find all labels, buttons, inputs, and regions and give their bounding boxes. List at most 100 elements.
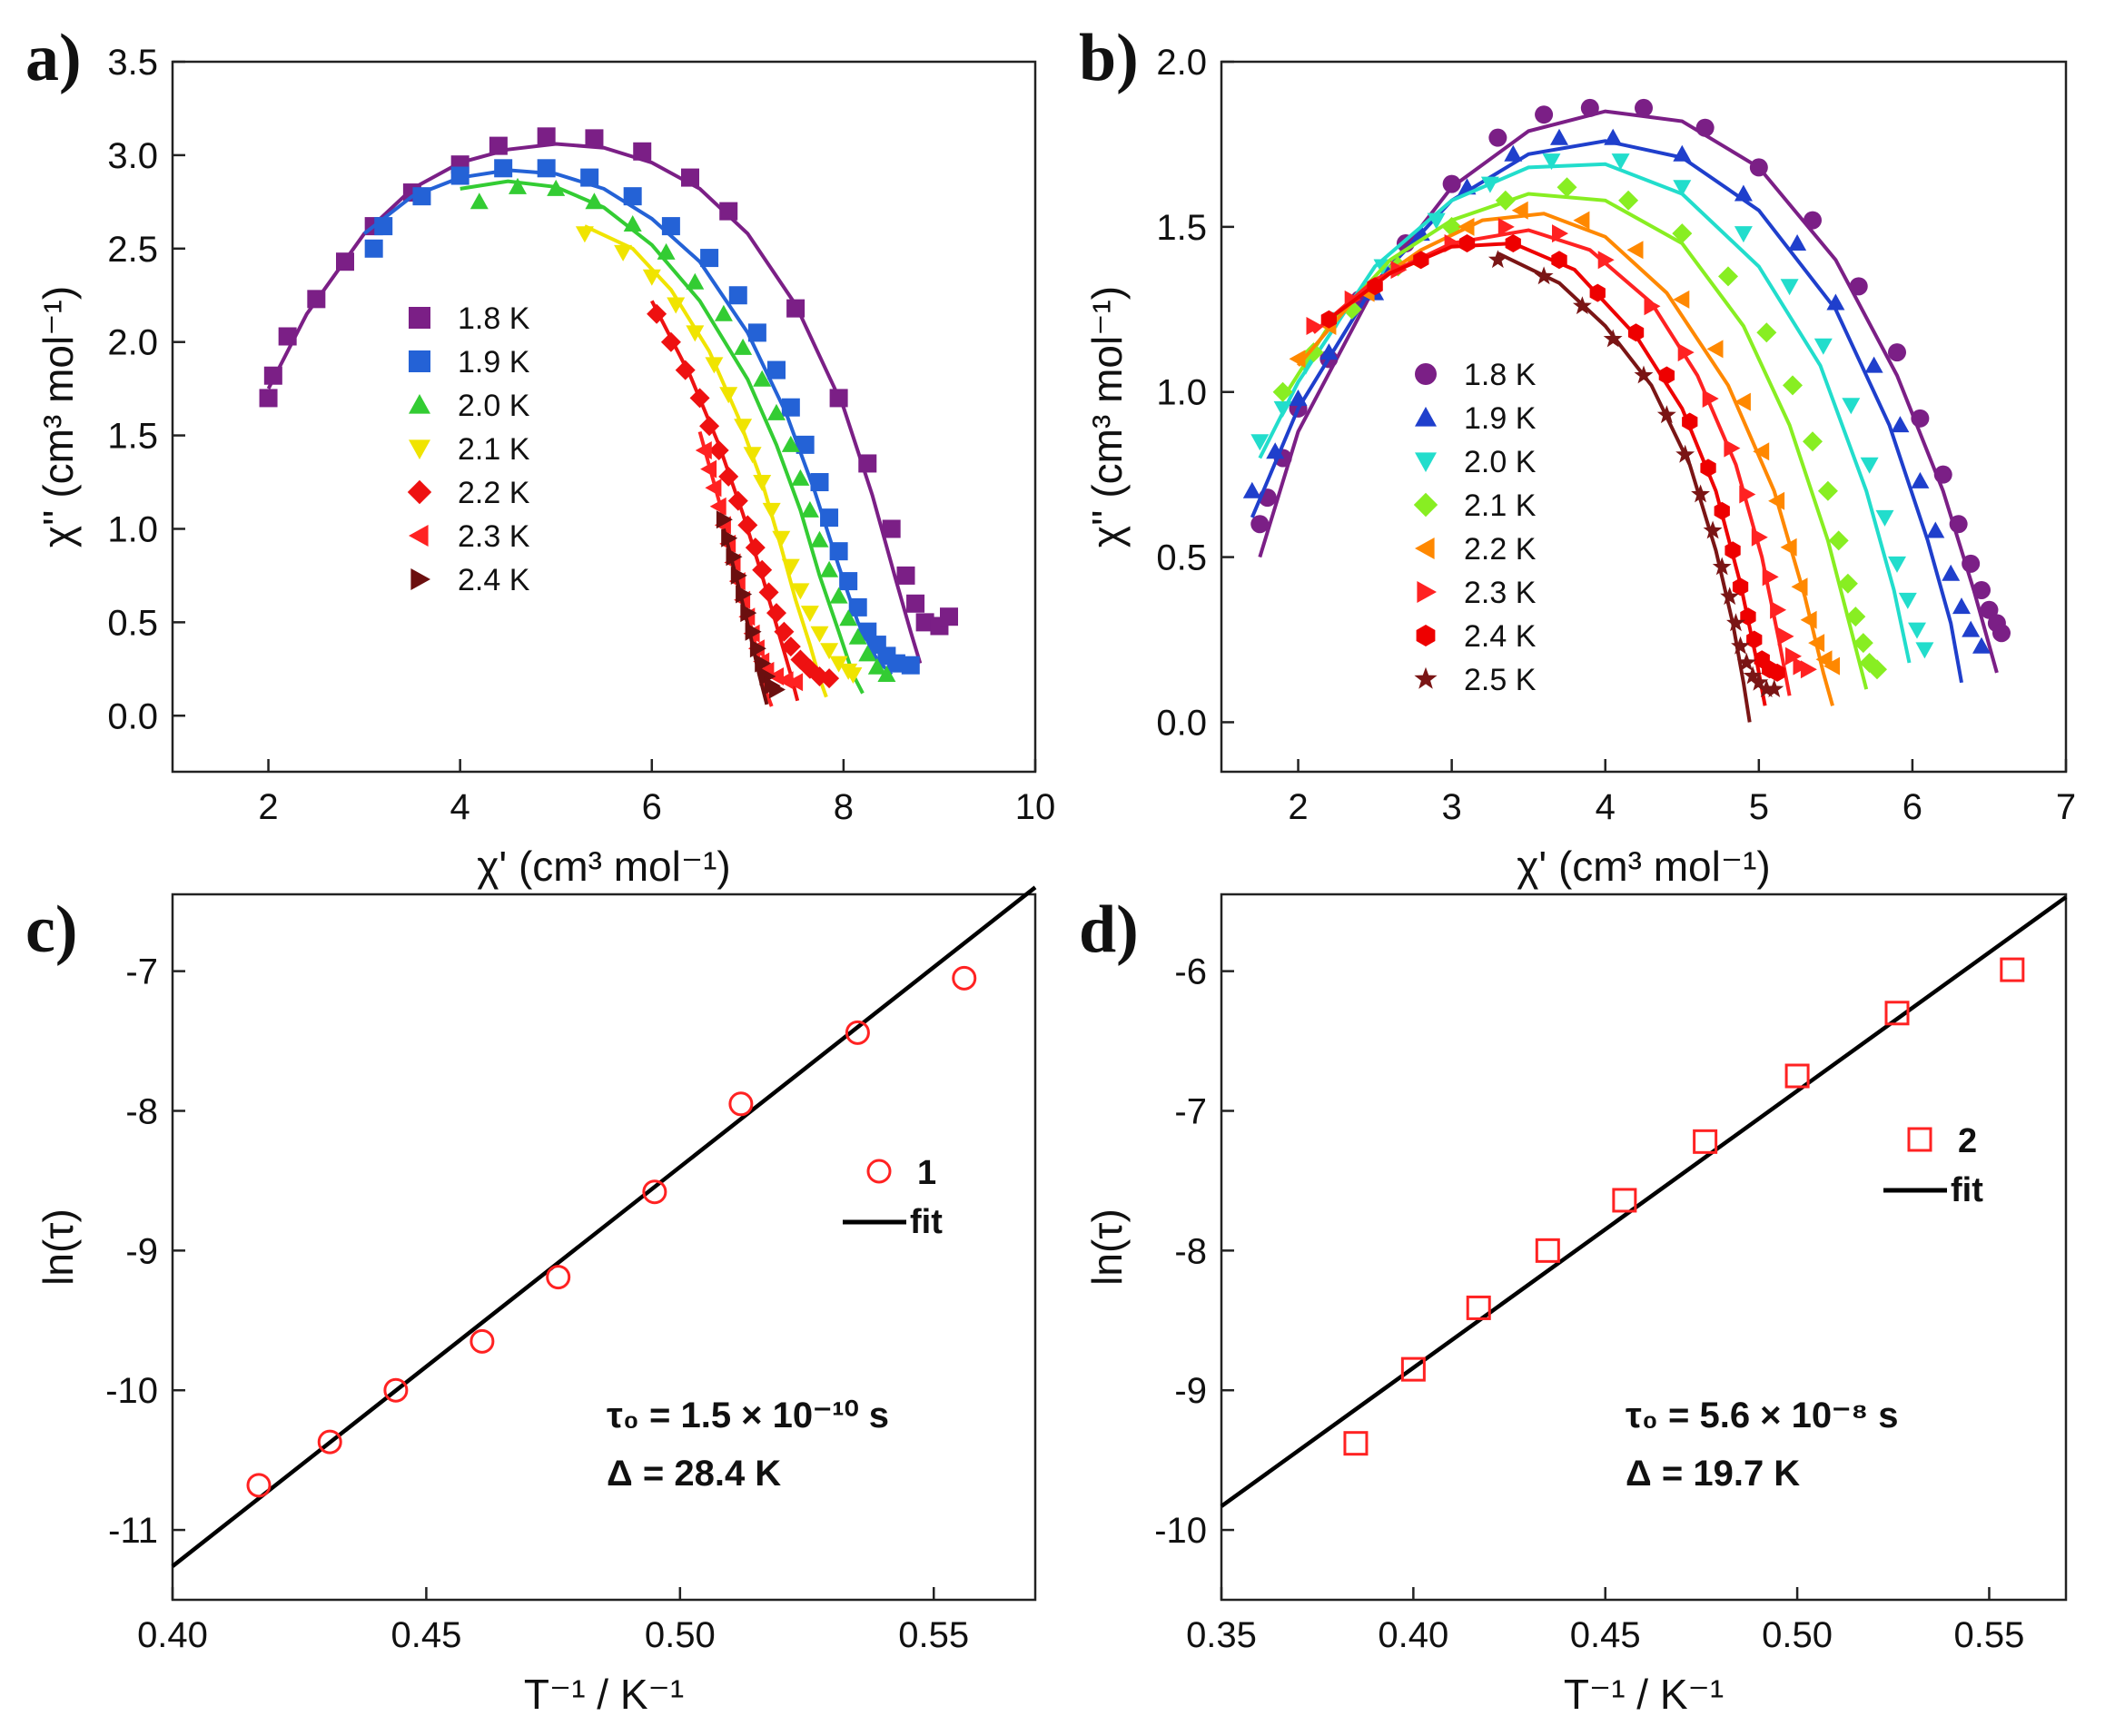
panel-a-data-point <box>727 490 748 511</box>
panel-a-data-point <box>791 583 810 600</box>
panel-b-data-point <box>1980 600 1999 619</box>
panel-b-data-point <box>1739 485 1756 504</box>
panel-b-data-point <box>1550 128 1568 145</box>
panel-b-data-point <box>1714 501 1730 520</box>
panel-b-data-point <box>1826 293 1845 311</box>
panel-label-c: c) <box>25 893 78 967</box>
panel-b-legend-marker <box>1415 452 1437 472</box>
panel-a-data-point <box>745 622 762 641</box>
panel-a-data-point <box>810 530 829 547</box>
panel-d-data-point <box>1884 1001 1910 1026</box>
panel-c-x-tick-label: 0.40 <box>137 1615 208 1655</box>
panel-a-data-point <box>585 192 604 210</box>
panel-a-data-point <box>800 500 819 518</box>
panel-b-series-5 <box>1306 217 1817 696</box>
panel-d-plot-frame <box>1220 893 2068 1602</box>
panel-c-y-tick-label: -9 <box>125 1231 158 1271</box>
panel-b-data-point <box>1770 600 1787 619</box>
panel-a-data-point <box>667 297 686 314</box>
panel-a-data-point <box>699 416 720 437</box>
panel-b-data-point <box>1250 515 1270 534</box>
panel-b-data-point <box>1949 515 1968 534</box>
panel-d-data-point <box>1400 1356 1426 1382</box>
panel-b-data-point <box>1691 484 1710 503</box>
panel-a-data-point <box>660 331 681 352</box>
panel-a-data-point <box>740 604 757 623</box>
panel-b-data-point <box>1703 520 1723 539</box>
panel-a-data-point <box>877 666 896 682</box>
panel-a-data-point <box>780 636 801 657</box>
panel-b-data-point <box>1853 633 1873 654</box>
panel-b-data-point <box>1557 177 1577 198</box>
panel-b-data-point <box>1756 322 1777 343</box>
panel-b-data-point <box>1572 296 1592 315</box>
panel-a-data-point <box>695 441 712 459</box>
panel-a-data-point <box>537 159 556 178</box>
panel-b-legend-marker <box>1416 625 1436 646</box>
panel-b-data-point <box>1753 442 1770 461</box>
panel-a-data-point <box>755 654 772 673</box>
panel-a-y-tick-label: 2.5 <box>107 230 158 270</box>
panel-d-data-point <box>1535 1238 1560 1263</box>
panel-a-data-point <box>686 272 705 290</box>
panel-a-legend-marker <box>409 439 430 459</box>
panel-b-data-point <box>1272 381 1293 402</box>
panel-a-data-point <box>675 360 696 380</box>
panel-d-tau-annotation: τ₀ = 5.6 × 10⁻⁸ s <box>1626 1396 1899 1435</box>
panel-b-data-point <box>1604 128 1623 145</box>
panel-c-x-tick-label: 0.45 <box>390 1615 461 1655</box>
panel-a-data-point <box>906 594 925 613</box>
panel-a-data-point <box>829 656 848 673</box>
panel-a-data-point <box>867 657 886 675</box>
panel-a-legend-label: 2.2 K <box>458 476 530 510</box>
panel-b-data-point <box>1495 190 1516 211</box>
panel-a-data-point <box>633 142 652 161</box>
panel-b-x-tick-label: 5 <box>1749 787 1769 827</box>
panel-c-legend-fit-label: fit <box>910 1203 943 1241</box>
panel-c-data-point <box>845 1020 870 1045</box>
panel-b-data-point <box>1672 223 1693 244</box>
panel-b-data-point <box>1911 471 1930 488</box>
panel-d-data-point <box>1343 1431 1369 1456</box>
panel-b-data-point <box>1777 626 1794 646</box>
panel-b-data-point <box>1888 556 1906 573</box>
panel-a-legend-label: 2.1 K <box>458 432 530 467</box>
panel-a-data-point <box>762 502 781 519</box>
panel-b-data-point <box>1764 679 1784 697</box>
panel-a-legend-marker <box>409 350 430 372</box>
panel-d-data-point <box>2000 957 2025 982</box>
panel-b-data-point <box>1627 323 1645 342</box>
panel-b-data-point <box>1762 567 1779 587</box>
panel-b-data-point <box>1732 577 1749 597</box>
panel-b-data-point <box>1511 201 1528 220</box>
panel-a-data-point <box>681 168 699 187</box>
panel-b-data-point <box>1319 343 1339 360</box>
panel-a-data-point <box>820 508 839 528</box>
panel-a-data-point <box>766 603 786 624</box>
panel-d-x-axis-title: T⁻¹ / K⁻¹ <box>1564 1671 1724 1718</box>
panel-b-data-point <box>1634 365 1654 384</box>
panel-a-legend-label: 2.4 K <box>458 563 530 597</box>
panel-d-y-tick-label: -9 <box>1174 1371 1207 1411</box>
panel-b-data-point <box>1962 620 1981 637</box>
panel-b-data-point <box>1888 343 1906 362</box>
panel-b-series-4 <box>1289 201 1840 706</box>
panel-b-data-point <box>1718 266 1738 287</box>
panel-a-data-point <box>700 249 719 268</box>
panel-a-x-tick-label: 2 <box>258 787 278 827</box>
panel-a-data-point <box>781 558 800 576</box>
panel-c-legend-label: 1 <box>917 1154 936 1192</box>
panel-a-plot-frame <box>171 60 1037 774</box>
panel-b-data-point <box>1783 375 1803 396</box>
panel-b-data-point <box>1551 251 1567 270</box>
panel-c-data-point <box>317 1429 342 1455</box>
panel-b-x-tick-label: 2 <box>1288 787 1308 827</box>
panel-b-chart: 2 3 4 5 6 7 0.0 0.5 1.0 1.5 2.0 χ' (cm³ mol⁻¹) χ'' (… <box>1083 43 2076 890</box>
panel-b-legend-label: 2.0 K <box>1464 445 1537 479</box>
panel-b-legend-label: 2.4 K <box>1464 619 1537 654</box>
panel-a-data-point <box>336 252 354 271</box>
panel-c-data-point <box>952 965 977 991</box>
panel-a-data-point <box>647 303 667 324</box>
panel-b-data-point <box>1962 554 1981 573</box>
panel-c-data-point <box>246 1473 272 1498</box>
